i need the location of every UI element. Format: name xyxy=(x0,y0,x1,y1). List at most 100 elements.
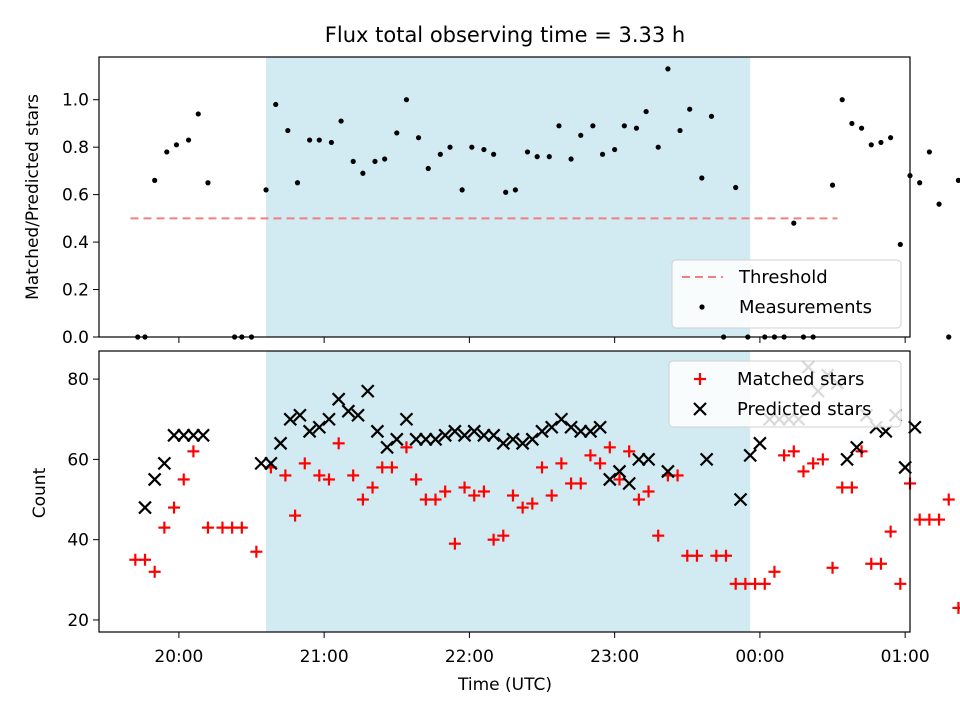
measurement-point xyxy=(307,137,313,143)
predicted-star-point xyxy=(448,424,462,439)
predicted-star-point xyxy=(535,424,549,439)
top-panel: 0.0 0.2 0.4 0.6 0.8 1.0 Matched/Predicted sta… xyxy=(23,56,960,348)
predicted-star-point xyxy=(496,436,511,451)
matched-star-point xyxy=(603,441,616,454)
measurement-point xyxy=(621,123,627,129)
matched-star-point xyxy=(807,457,820,470)
measurement-point xyxy=(917,180,923,186)
matched-star-point xyxy=(574,477,587,490)
predicted-star-point xyxy=(743,448,757,463)
predicted-star-point xyxy=(486,428,501,443)
matched-star-point xyxy=(177,473,190,486)
measurement-point xyxy=(829,182,836,188)
matched-star-point xyxy=(555,457,568,470)
predicted-star-point xyxy=(554,412,569,427)
predicted-star-point xyxy=(898,460,912,475)
measurement-point xyxy=(888,135,894,141)
measurement-point xyxy=(459,187,465,193)
predicted-star-point xyxy=(419,432,433,447)
matched-star-point xyxy=(497,529,510,542)
predicted-star-point xyxy=(147,472,162,487)
measurement-point xyxy=(394,130,400,136)
measurement-point xyxy=(955,177,960,183)
matched-star-point xyxy=(439,485,452,498)
matched-star-point xyxy=(797,465,810,478)
bottom-x-axis: 20:0021:0022:0023:0000:0001:0002:0003:00… xyxy=(154,632,930,667)
x-tick-label: 00:00 xyxy=(735,647,784,667)
measurement-point xyxy=(382,156,388,162)
matched-star-point xyxy=(623,445,636,458)
matched-star-point xyxy=(632,493,645,506)
predicted-star-point xyxy=(753,436,767,451)
matched-star-point xyxy=(138,553,151,566)
matched-star-point xyxy=(942,493,955,506)
matched-star-point xyxy=(671,469,684,482)
predicted-star-point xyxy=(603,472,617,487)
measurement-point xyxy=(285,127,291,134)
measurement-point xyxy=(152,177,158,183)
matched-star-point xyxy=(894,577,907,590)
top-y-tick-label: 0.8 xyxy=(62,138,89,158)
measurement-point xyxy=(868,142,874,148)
top-shaded-region xyxy=(266,57,751,337)
measurement-point xyxy=(687,106,693,112)
matched-star-point xyxy=(768,565,781,578)
matched-star-point xyxy=(468,489,481,502)
legend-predicted-label: Predicted stars xyxy=(737,399,871,420)
matched-star-point xyxy=(313,469,326,482)
predicted-star-point xyxy=(457,428,472,443)
matched-star-point xyxy=(322,473,335,486)
matched-star-point xyxy=(250,545,263,558)
measurement-point xyxy=(556,123,562,129)
matched-star-point xyxy=(148,565,161,578)
matched-star-point xyxy=(652,529,665,542)
predicted-star-point xyxy=(409,432,423,447)
top-y-axis: 0.0 0.2 0.4 0.6 0.8 1.0 xyxy=(62,91,99,348)
legend-measurements-label: Measurements xyxy=(739,297,872,318)
legend-matched-swatch xyxy=(694,373,706,385)
measurement-point xyxy=(512,187,518,193)
matched-star-point xyxy=(826,561,839,574)
measurement-point xyxy=(926,149,932,155)
matched-star-point xyxy=(298,457,311,470)
matched-star-point xyxy=(356,493,369,506)
legend-measurements-swatch xyxy=(699,304,705,310)
matched-star-point xyxy=(584,449,597,462)
measurement-point xyxy=(425,165,431,172)
predicted-star-point xyxy=(157,456,172,471)
predicted-star-point xyxy=(341,404,356,418)
predicted-stars-points xyxy=(138,360,922,515)
top-y-tick-label: 0.2 xyxy=(62,281,89,301)
measurement-point xyxy=(185,137,192,143)
measurement-point xyxy=(328,139,335,146)
top-y-tick-label: 0.4 xyxy=(62,233,89,253)
measurement-point xyxy=(936,201,942,207)
predicted-star-point xyxy=(322,412,336,427)
predicted-star-point xyxy=(399,412,414,427)
predicted-star-point xyxy=(293,408,307,423)
measurement-point xyxy=(503,189,509,195)
measurement-point xyxy=(708,113,715,119)
measurement-point xyxy=(360,170,366,176)
predicted-star-point xyxy=(428,432,443,447)
matched-star-point xyxy=(516,501,529,514)
chart-title: Flux total observing time = 3.33 h xyxy=(325,23,685,47)
predicted-star-point xyxy=(564,420,578,435)
measurement-point xyxy=(612,146,618,153)
measurement-point xyxy=(568,156,574,162)
measurement-point xyxy=(599,151,606,157)
matched-star-point xyxy=(235,521,248,534)
matched-star-point xyxy=(168,501,181,514)
measurement-point xyxy=(534,154,540,160)
predicted-star-point xyxy=(138,500,152,515)
measurement-point xyxy=(263,187,269,193)
matched-stars-points xyxy=(129,437,960,614)
matched-star-point xyxy=(279,469,292,482)
x-tick-label: 22:00 xyxy=(445,647,494,667)
matched-star-point xyxy=(933,513,946,526)
measurement-point xyxy=(677,127,683,134)
predicted-star-point xyxy=(254,456,268,471)
matched-star-point xyxy=(448,537,461,550)
matched-star-point xyxy=(366,481,379,494)
x-axis-label: Time (UTC) xyxy=(457,675,552,695)
